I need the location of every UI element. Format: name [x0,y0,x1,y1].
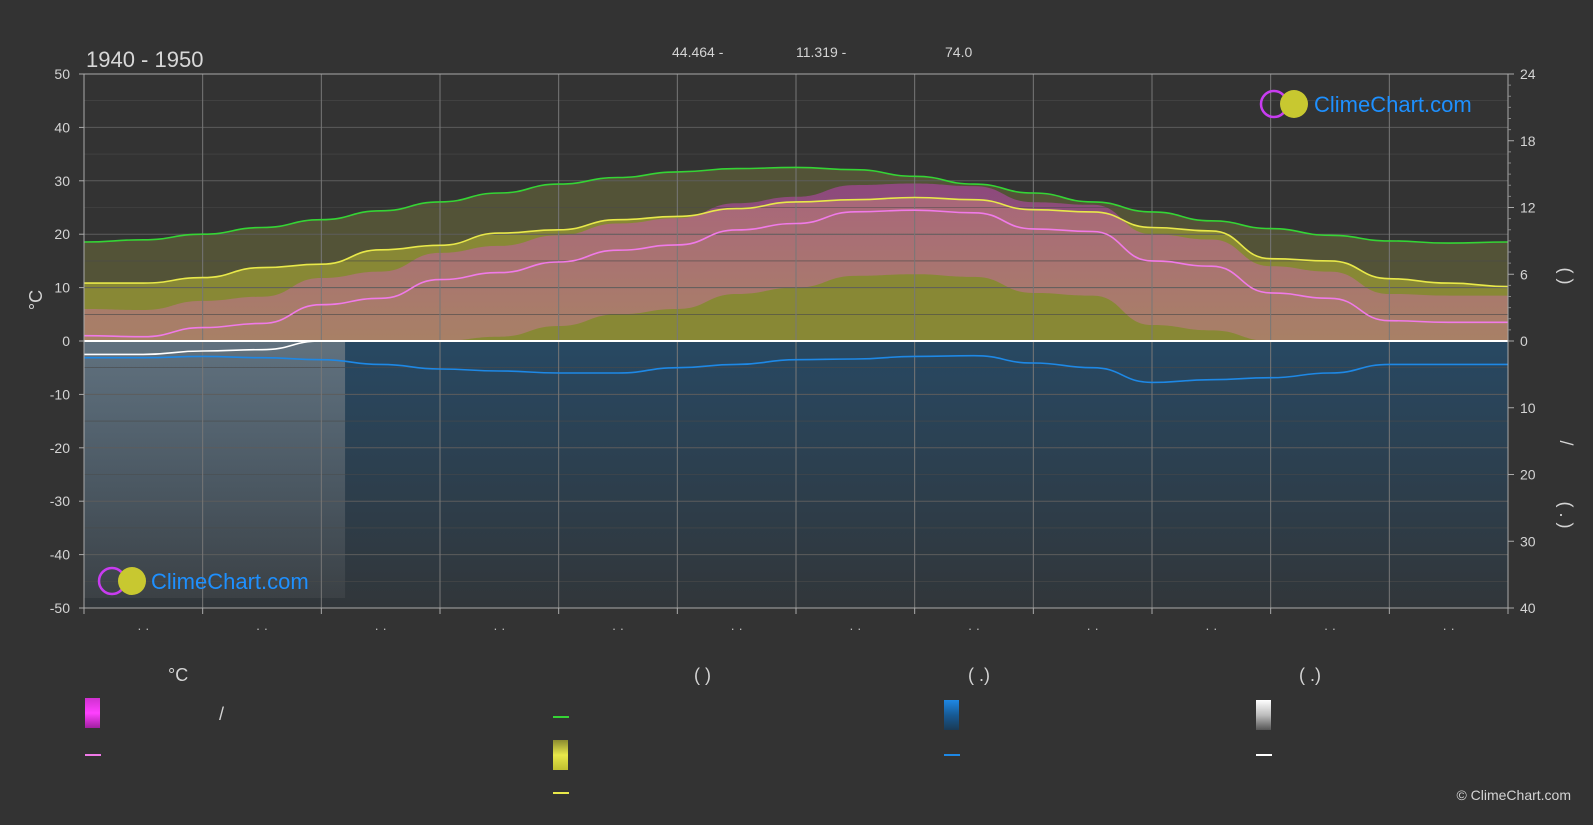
left-tick-label: -20 [50,440,70,456]
logo-bottom[interactable]: ClimeChart.com [97,566,309,596]
left-tick-label: 20 [54,226,70,242]
month-label: · · [968,621,980,636]
month-label: · · [1205,621,1217,636]
left-tick-label: 40 [54,119,70,135]
snow-band [84,341,346,598]
month-label: · · [493,621,505,636]
right-axis-lower-label: ( . ) [1556,502,1576,529]
series-line-daylight [83,166,1509,244]
legend-header-rain: ( .) [968,665,990,685]
month-label: · · [1443,621,1455,636]
right-upper-tick-label: 24 [1520,66,1536,82]
right-lower-tick-label: 20 [1520,467,1536,483]
legend-line-precip [944,754,960,756]
series-line-precip [84,354,1508,384]
legend-swatch-snow [1256,700,1271,730]
series-line-snow [84,340,322,356]
logo-sun-icon [1280,90,1308,118]
legend-line-snow [1256,754,1272,756]
right-axis-slash: / [1556,440,1576,445]
right-lower-tick-label: 40 [1520,600,1536,616]
latitude-label: 44.464 - [672,44,724,60]
logo-text: ClimeChart.com [1314,92,1472,117]
right-upper-tick-label: 6 [1520,266,1528,282]
right-lower-tick-label: 30 [1520,533,1536,549]
legend-line-sunshine [553,792,569,794]
elevation-label: 74.0 [945,44,972,60]
month-label: · · [256,621,268,636]
period-title: 1940 - 1950 [86,47,203,72]
logo-top[interactable]: ClimeChart.com [1259,89,1472,119]
left-tick-label: -10 [50,386,70,402]
right-upper-tick-label: 12 [1520,200,1536,216]
month-label: · · [849,621,861,636]
month-label: · · [137,621,149,636]
month-label: · · [1087,621,1099,636]
left-tick-label: -30 [50,493,70,509]
legend-slash: / [219,704,225,724]
left-tick-label: -50 [50,600,70,616]
month-label: · · [612,621,624,636]
legend-swatch-sunshine [553,740,568,770]
legend-line-daylight [553,716,569,718]
right-upper-tick-label: 18 [1520,133,1536,149]
longitude-label: 11.319 - [796,44,847,60]
month-label: · · [375,621,387,636]
logo-sun-icon [118,567,146,595]
left-tick-label: 0 [62,333,70,349]
series-lines [83,166,1509,384]
series-line-temp_max [83,209,1508,338]
left-tick-label: -40 [50,547,70,563]
logo-text: ClimeChart.com [151,569,309,594]
legend-header-temperature: °C [168,665,189,685]
series-line-sunshine [84,196,1509,288]
month-label: · · [1324,621,1336,636]
month-label: · · [731,621,743,636]
right-lower-tick-label: 10 [1520,400,1536,416]
left-tick-label: 10 [54,280,70,296]
axis-ticks: 50 40 30 20 10 0 -10 -20 -30 -40 -50 24 18 12 6 0 10 20 30… [50,66,1536,636]
legend-header-snow: ( .) [1299,665,1321,685]
legend-swatch-temp-range [85,698,100,728]
grid-layer [84,73,1508,609]
legend-swatch-precip [944,700,959,730]
right-upper-tick-label: 0 [1520,333,1528,349]
left-axis-unit: °C [26,290,46,310]
legend-line-temp-max [85,754,101,756]
left-tick-label: 50 [54,66,70,82]
legend-header-sun: ( ) [694,665,711,685]
left-tick-label: 30 [54,173,70,189]
right-axis-upper-label: ( ) [1556,268,1576,285]
copyright: © ClimeChart.com [1456,787,1571,803]
